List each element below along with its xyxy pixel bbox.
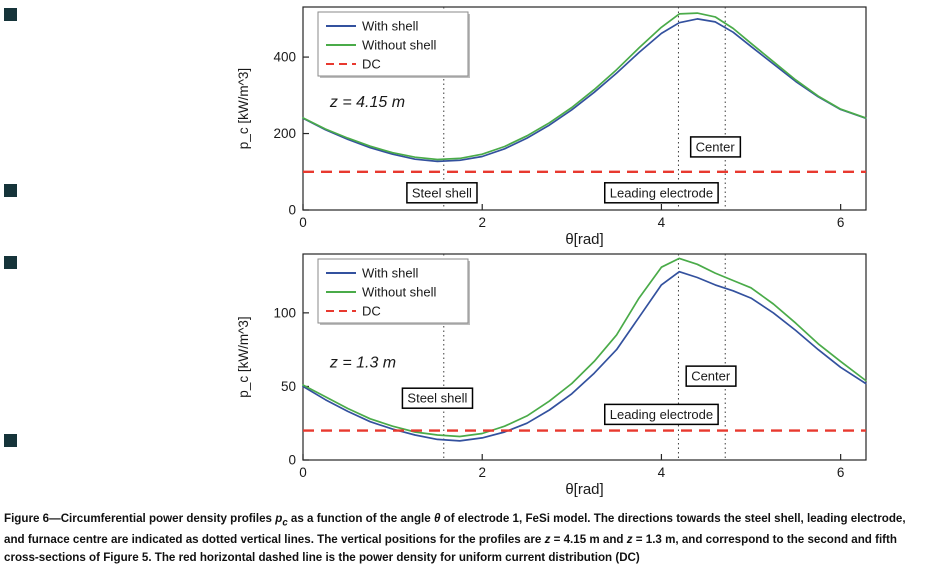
boxed-label-frame xyxy=(689,136,742,158)
page-edge-mark xyxy=(4,184,17,197)
series-without-shell xyxy=(302,257,867,438)
x-tick-label: 2 xyxy=(478,215,486,230)
y-tick-label: 100 xyxy=(273,305,296,320)
legend-label: DC xyxy=(362,57,381,72)
series-with-shell xyxy=(302,18,867,163)
page-edge-mark xyxy=(4,256,17,269)
boxed-label: Steel shell xyxy=(407,391,467,406)
chart-z-4-15: 0 2 4 6 0 200 400 θ[rad] p_c [kW/m^3] z = 4.15 m S… xyxy=(236,6,867,248)
y-axis-label: p_c [kW/m^3] xyxy=(236,68,251,149)
boxed-label: Center xyxy=(696,139,736,154)
y-tick-label: 200 xyxy=(273,126,296,141)
legend-label: DC xyxy=(362,304,381,319)
x-tick-label: 4 xyxy=(658,215,666,230)
y-tick-label: 50 xyxy=(281,379,296,394)
boxed-label: Leading electrode xyxy=(610,407,713,422)
boxed-label: Leading electrode xyxy=(610,185,713,200)
x-tick-label: 6 xyxy=(837,465,845,480)
y-tick-label: 0 xyxy=(288,203,296,218)
legend-label: With shell xyxy=(362,266,418,281)
y-axis-label: p_c [kW/m^3] xyxy=(236,316,251,397)
figure-caption: Figure 6—Circumferential power density p… xyxy=(4,512,906,564)
legend-label: With shell xyxy=(362,19,418,34)
series-without-shell xyxy=(302,12,867,161)
x-tick-label: 0 xyxy=(299,465,307,480)
z-annotation: z = 4.15 m xyxy=(329,94,405,111)
boxed-label-frame xyxy=(603,403,719,426)
z-annotation: z = 1.3 m xyxy=(329,354,396,371)
x-axis-label: θ[rad] xyxy=(565,481,603,498)
x-tick-label: 6 xyxy=(837,215,845,230)
legend-label: Without shell xyxy=(362,38,437,53)
chart-z-1-3: 0 2 4 6 0 50 100 θ[rad] p_c [kW/m^3] z = 1.3 m Ste… xyxy=(236,253,867,498)
x-tick-label: 4 xyxy=(658,465,666,480)
boxed-label-frame xyxy=(685,365,737,387)
legend-label: Without shell xyxy=(362,285,437,300)
boxed-label: Steel shell xyxy=(412,185,472,200)
boxed-label-frame xyxy=(603,182,719,204)
boxed-label-frame xyxy=(401,387,474,409)
x-tick-label: 2 xyxy=(478,465,486,480)
x-axis-label: θ[rad] xyxy=(565,231,603,248)
boxed-label: Center xyxy=(691,369,731,384)
x-tick-label: 0 xyxy=(299,215,307,230)
boxed-label-frame xyxy=(406,182,478,204)
y-tick-label: 0 xyxy=(288,453,296,468)
y-tick-label: 400 xyxy=(273,50,296,65)
page-edge-mark xyxy=(4,434,17,447)
page-edge-mark xyxy=(4,8,17,21)
